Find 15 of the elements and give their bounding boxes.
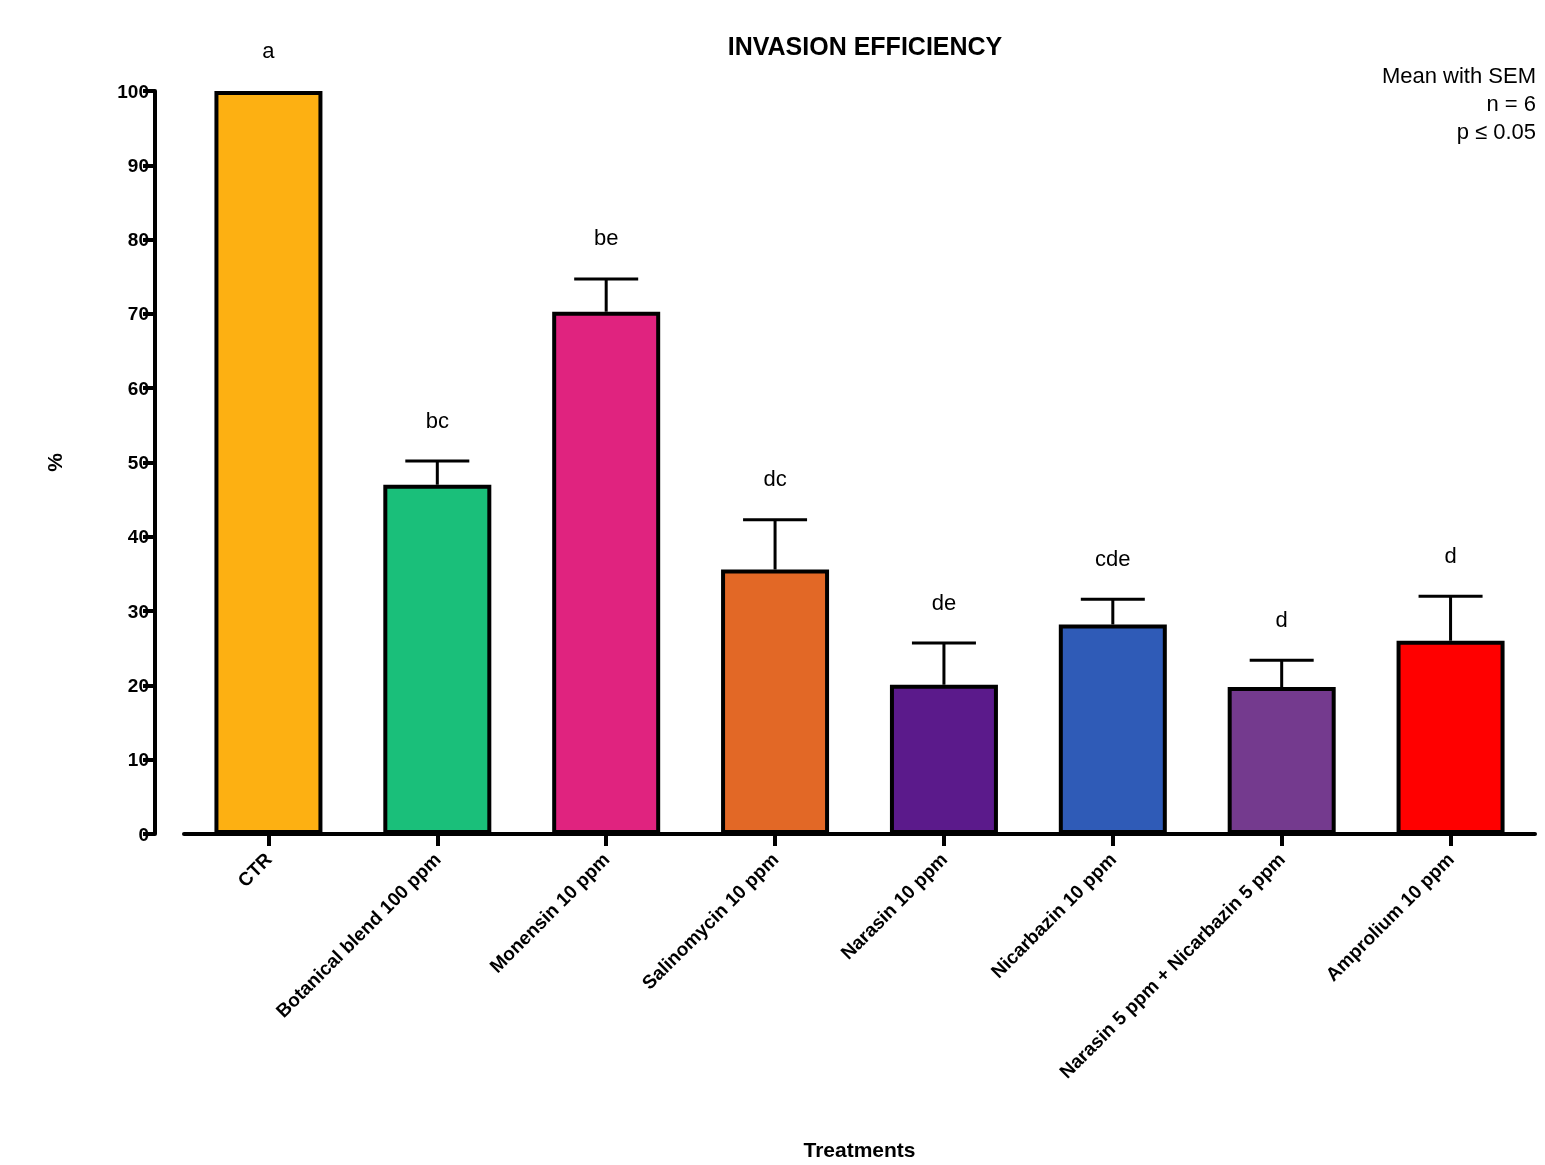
annotation: de <box>931 589 957 615</box>
y-axis-title: % <box>43 452 66 472</box>
chart-title: INVASION EFFICIENCY <box>727 31 1003 60</box>
x-axis-title: Treatments <box>803 1138 916 1161</box>
annotation: d <box>1275 606 1288 632</box>
annotation: a <box>262 37 276 63</box>
text: Mean with SEM <box>1381 62 1537 88</box>
y-tick-label: 100 <box>117 80 149 102</box>
annotation: dc <box>763 466 787 492</box>
annotation: d <box>1444 542 1457 568</box>
annotation: be <box>593 225 619 251</box>
annotation: bc <box>425 407 449 433</box>
annotation: n = 6 <box>1486 90 1536 116</box>
annotation: p ≤ 0.05 <box>1456 118 1537 144</box>
annotation: cde <box>1095 545 1131 571</box>
